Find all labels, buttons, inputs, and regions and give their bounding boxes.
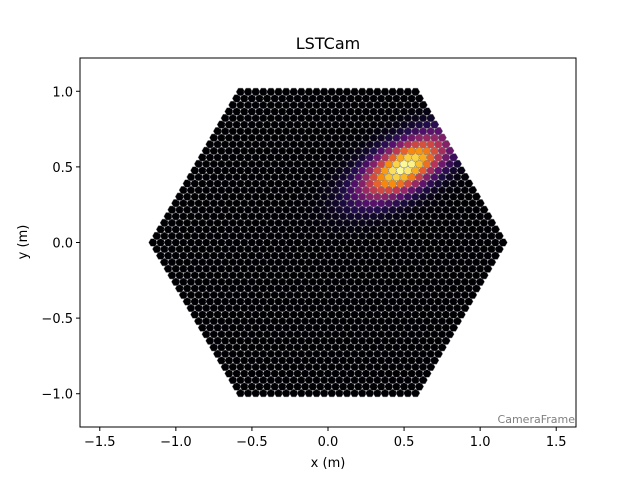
camera-pixel — [422, 107, 432, 116]
camera-pixel — [251, 87, 261, 96]
chart-title: LSTCam — [296, 34, 360, 53]
camera-pixel — [403, 87, 413, 96]
camera-pixel — [460, 172, 470, 182]
camera-pixel — [349, 87, 360, 96]
camera-pixel — [464, 179, 474, 188]
camera-pixel — [342, 87, 352, 96]
x-tick-label: 0.5 — [394, 435, 415, 450]
camera-pixel — [490, 225, 501, 234]
camera-pixel — [372, 87, 383, 96]
camera-pixel — [334, 87, 345, 96]
camera-pixel — [304, 87, 314, 96]
camera-pixel — [258, 87, 269, 96]
x-axis-ticks: −1.5 −1.0 −0.5 0.0 0.5 1.0 1.5 — [84, 427, 567, 450]
camera-pixel-map — [148, 87, 508, 398]
x-tick-label: 0.0 — [318, 435, 339, 450]
camera-pixel — [387, 87, 398, 96]
y-axis-label: y (m) — [16, 225, 31, 260]
x-tick-label: −1.0 — [160, 435, 192, 450]
camera-pixel — [281, 87, 291, 96]
camera-pixel — [266, 87, 276, 96]
camera-pixel — [437, 133, 447, 142]
x-tick-label: 1.5 — [546, 435, 567, 450]
camera-pixel — [429, 120, 440, 129]
camera-pixel — [483, 212, 493, 221]
camera-pixel — [467, 186, 478, 195]
x-axis-label: x (m) — [311, 456, 346, 471]
camera-pixel — [414, 94, 424, 103]
camera-pixel — [357, 87, 367, 96]
camera-pixel — [456, 166, 466, 175]
x-tick-label: −0.5 — [236, 435, 268, 450]
camera-pixel — [433, 127, 443, 136]
y-tick-label: 1.0 — [52, 85, 73, 100]
camera-pixel — [498, 238, 508, 247]
camera-pixel — [235, 87, 246, 96]
camera-pixel — [380, 87, 390, 96]
camera-pixel — [486, 218, 497, 227]
camera-pixel — [441, 140, 451, 149]
camera-pixel — [327, 87, 337, 96]
camera-pixel — [479, 205, 489, 214]
camera-pixel — [395, 87, 405, 96]
camera-pixel — [494, 231, 504, 240]
y-axis-ticks: −1.0 −0.5 0.0 0.5 1.0 — [41, 85, 80, 403]
y-tick-label: −1.0 — [41, 388, 73, 403]
y-tick-label: 0.0 — [52, 237, 73, 252]
camera-pixel — [289, 87, 299, 96]
camera-pixel — [410, 87, 421, 96]
camera-pixel — [448, 153, 459, 162]
camera-pixel — [311, 87, 322, 96]
camera-pixel — [426, 114, 436, 123]
camera-pixel — [418, 100, 428, 110]
camera-pixel — [296, 87, 307, 96]
camera-pixel — [475, 199, 485, 208]
y-tick-label: −0.5 — [41, 312, 73, 327]
camera-pixel — [319, 87, 329, 96]
camera-pixel — [365, 87, 375, 96]
camera-pixel — [471, 192, 482, 201]
camera-pixel — [452, 159, 463, 168]
camera-pixel — [243, 87, 253, 96]
camera-pixel — [273, 87, 284, 96]
y-tick-label: 0.5 — [52, 161, 73, 176]
frame-annotation: CameraFrame — [498, 413, 576, 426]
x-tick-label: −1.5 — [84, 435, 116, 450]
x-tick-label: 1.0 — [470, 435, 491, 450]
camera-pixel — [445, 146, 455, 155]
